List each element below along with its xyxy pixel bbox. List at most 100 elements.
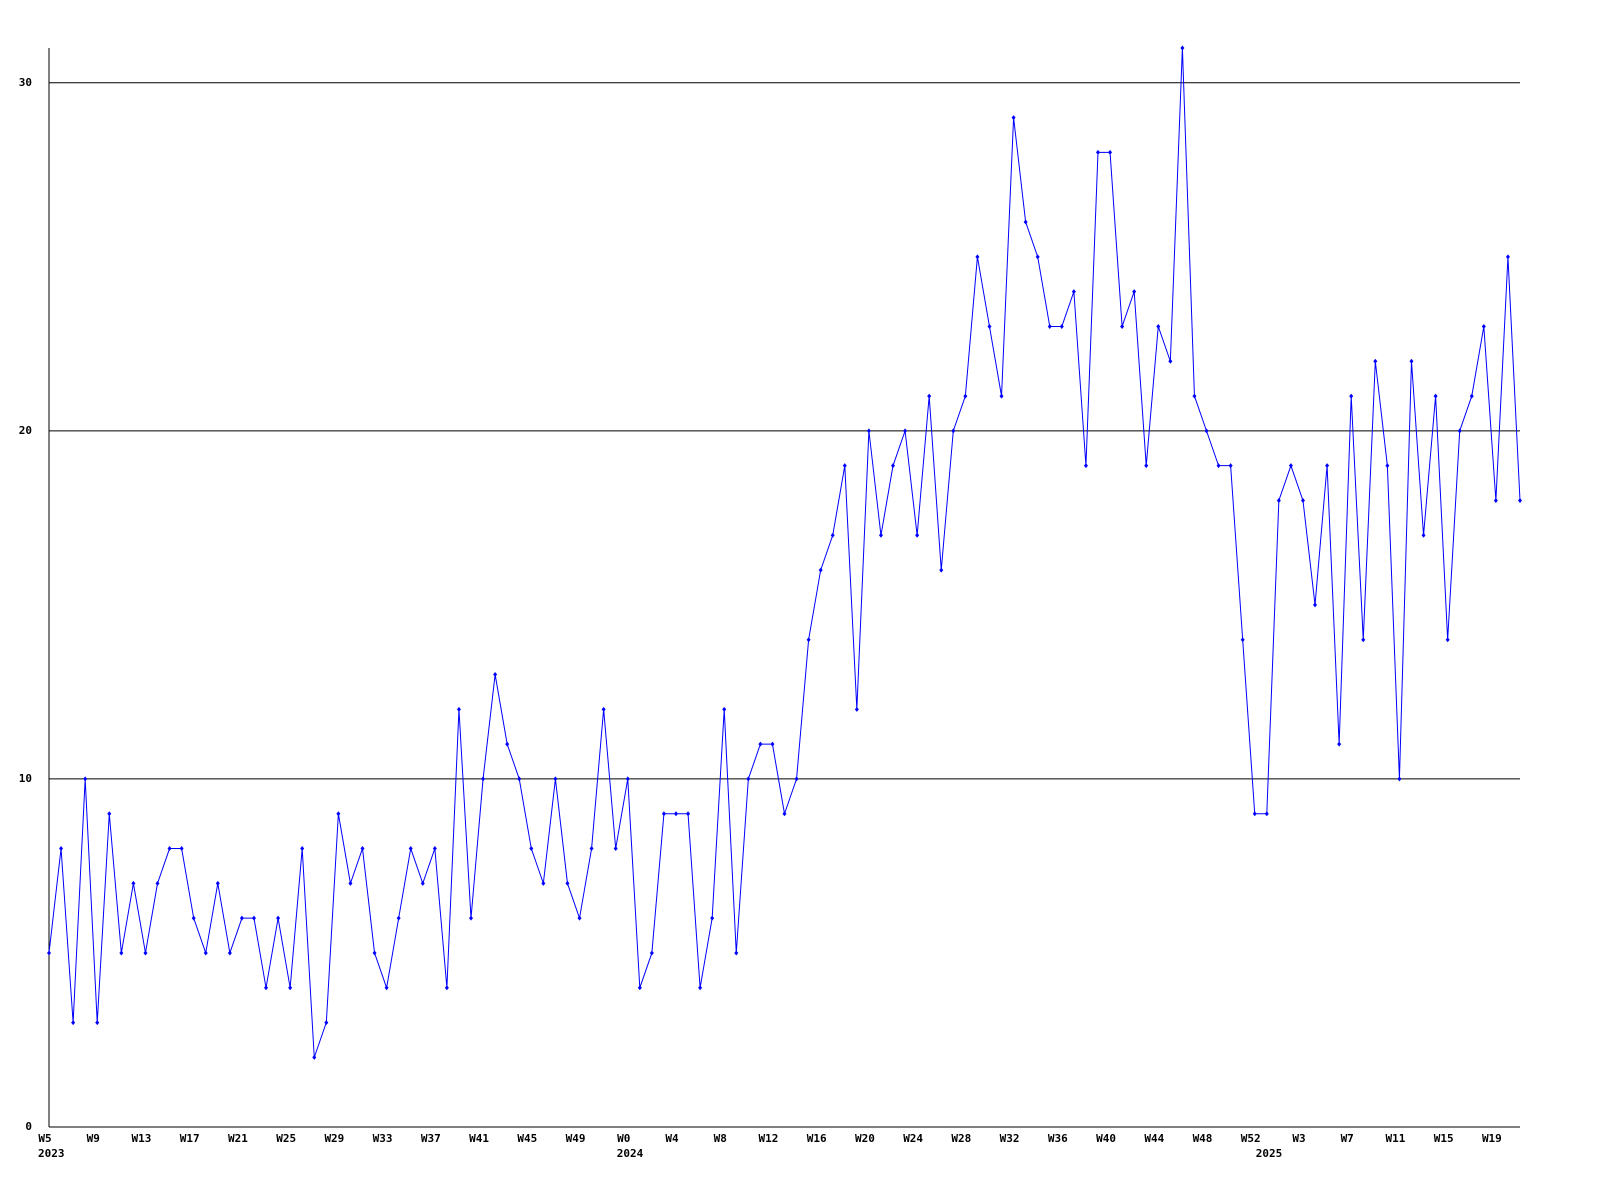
data-point (1337, 741, 1342, 747)
data-point (613, 846, 618, 852)
data-point (1409, 358, 1414, 364)
x-tick-label: W21 (228, 1132, 248, 1145)
data-point (999, 393, 1004, 399)
data-point (891, 463, 896, 469)
x-tick-label: W48 (1193, 1132, 1213, 1145)
data-point (71, 1020, 76, 1026)
data-point (264, 985, 269, 991)
y-tick-label: 10 (19, 772, 32, 785)
data-point (746, 776, 751, 782)
data-point (927, 393, 932, 399)
data-point (866, 428, 871, 434)
x-group-label: 2023 (38, 1147, 65, 1160)
data-point (1168, 358, 1173, 364)
data-point (312, 1054, 317, 1060)
data-point (1120, 323, 1125, 329)
data-point (1361, 637, 1366, 643)
data-point (529, 846, 534, 852)
data-point (59, 846, 64, 852)
data-point (1108, 149, 1113, 155)
x-tick-label: W9 (87, 1132, 100, 1145)
data-point (734, 950, 739, 956)
x-tick-label: W0 (617, 1132, 630, 1145)
x-tick-label: W17 (180, 1132, 200, 1145)
data-point (1204, 428, 1209, 434)
data-point (1035, 254, 1040, 260)
data-point (324, 1020, 329, 1026)
data-point (806, 637, 811, 643)
y-tick-label: 20 (19, 424, 32, 437)
data-point (300, 846, 305, 852)
y-tick-label: 0 (25, 1120, 32, 1133)
x-tick-label: W44 (1144, 1132, 1164, 1145)
x-tick-label: W24 (903, 1132, 923, 1145)
data-point (47, 950, 51, 956)
data-point (722, 706, 727, 712)
data-point (975, 254, 980, 260)
data-point (854, 706, 859, 712)
data-point (1276, 497, 1281, 503)
data-point (420, 880, 425, 886)
data-point (1252, 811, 1257, 817)
data-point (758, 741, 763, 747)
data-point (336, 811, 341, 817)
x-tick-label: W19 (1482, 1132, 1502, 1145)
data-point (1132, 289, 1137, 295)
data-point (384, 985, 389, 991)
data-point (215, 880, 220, 886)
data-point (1445, 637, 1450, 643)
x-group-label: 2025 (1256, 1147, 1283, 1160)
data-point (408, 846, 413, 852)
data-point (95, 1020, 100, 1026)
data-point (493, 672, 498, 678)
data-point (1373, 358, 1378, 364)
data-point (167, 846, 172, 852)
x-tick-label: W33 (373, 1132, 393, 1145)
x-tick-label: W41 (469, 1132, 489, 1145)
data-point (939, 567, 944, 573)
data-point (951, 428, 956, 434)
data-point (444, 985, 449, 991)
data-point (830, 532, 835, 538)
data-point (227, 950, 232, 956)
data-point (131, 880, 136, 886)
x-tick-label: W40 (1096, 1132, 1116, 1145)
data-point (1144, 463, 1149, 469)
data-point (661, 811, 666, 817)
data-point (1397, 776, 1402, 782)
x-tick-label: W29 (324, 1132, 344, 1145)
x-tick-label: W37 (421, 1132, 441, 1145)
data-point (541, 880, 546, 886)
data-point (842, 463, 847, 469)
data-point (1421, 532, 1426, 538)
x-tick-label: W12 (759, 1132, 779, 1145)
data-point (107, 811, 112, 817)
data-point (649, 950, 654, 956)
data-point (505, 741, 510, 747)
data-point (686, 811, 691, 817)
data-point (203, 950, 208, 956)
data-point (553, 776, 558, 782)
x-tick-label: W25 (276, 1132, 296, 1145)
data-point (1228, 463, 1233, 469)
data-point (251, 915, 256, 921)
data-point (1192, 393, 1197, 399)
data-point (698, 985, 703, 991)
data-point (1071, 289, 1076, 295)
data-point (1325, 463, 1330, 469)
x-tick-label: W4 (665, 1132, 679, 1145)
data-point (348, 880, 353, 886)
data-point (794, 776, 799, 782)
x-tick-label: W36 (1048, 1132, 1068, 1145)
data-point (710, 915, 715, 921)
data-point (1047, 323, 1052, 329)
x-tick-label: W49 (566, 1132, 586, 1145)
x-tick-label: W28 (951, 1132, 971, 1145)
data-point (191, 915, 196, 921)
data-point (360, 846, 365, 852)
data-point (577, 915, 582, 921)
x-tick-label: W5 (38, 1132, 51, 1145)
data-point (517, 776, 522, 782)
x-tick-label: W11 (1385, 1132, 1405, 1145)
